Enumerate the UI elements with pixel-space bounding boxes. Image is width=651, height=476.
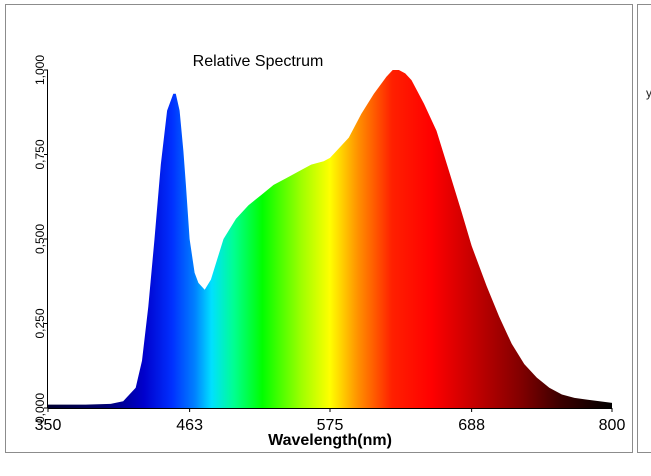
y-tick-label: 0,750 <box>33 139 47 169</box>
x-tick-label: 688 <box>458 417 485 434</box>
y-tick-label: 0,500 <box>33 224 47 254</box>
y-tick-label: 0,000 <box>33 393 47 423</box>
x-tick-label: 463 <box>176 417 203 434</box>
x-tick-label: 575 <box>317 417 344 434</box>
x-tick-label: 350 <box>35 417 62 434</box>
spectrum-area <box>48 70 612 408</box>
x-tick-label: 800 <box>599 417 626 434</box>
x-axis-label: Wavelength(nm) <box>268 432 392 449</box>
chart-title: Relative Spectrum <box>193 53 324 70</box>
y-axis-ticks: 0,000 0,250 0,500 0,750 1,000 <box>33 55 48 423</box>
y-tick-label: 0,250 <box>33 308 47 338</box>
y-tick-label: 1,000 <box>33 55 47 85</box>
x-axis-ticks: 350 463 575 688 800 <box>35 408 626 434</box>
side-panel <box>637 4 651 453</box>
side-panel-letter: y <box>646 86 651 100</box>
